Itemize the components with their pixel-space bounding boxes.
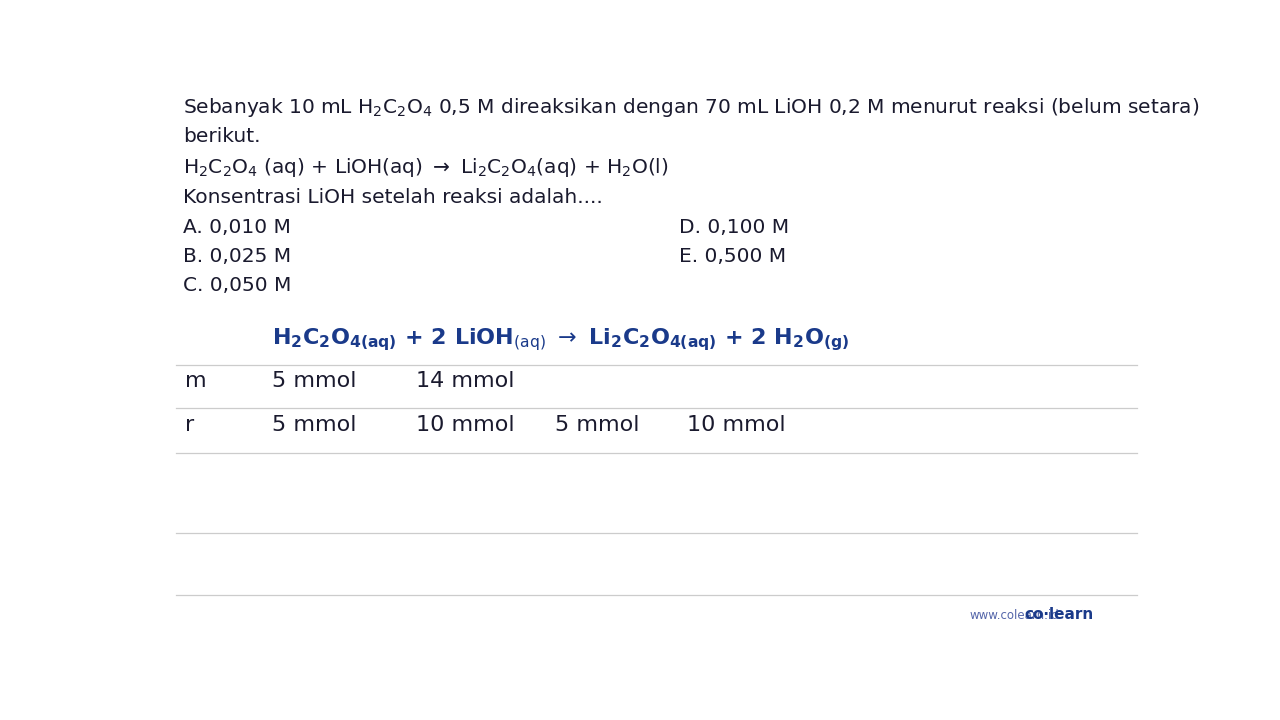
Text: D. 0,100 M: D. 0,100 M bbox=[680, 217, 790, 237]
Text: 5 mmol: 5 mmol bbox=[556, 415, 640, 436]
Text: B. 0,025 M: B. 0,025 M bbox=[183, 247, 292, 266]
Text: 5 mmol: 5 mmol bbox=[273, 371, 357, 391]
Text: r: r bbox=[184, 415, 195, 436]
Text: Konsentrasi LiOH setelah reaksi adalah....: Konsentrasi LiOH setelah reaksi adalah..… bbox=[183, 189, 603, 207]
Text: 10 mmol: 10 mmol bbox=[416, 415, 515, 436]
Text: 14 mmol: 14 mmol bbox=[416, 371, 515, 391]
Text: www.colearn.id: www.colearn.id bbox=[970, 609, 1060, 622]
Text: C. 0,050 M: C. 0,050 M bbox=[183, 276, 292, 295]
Text: A. 0,010 M: A. 0,010 M bbox=[183, 217, 291, 237]
Text: $\mathbf{H_2C_2O_{4(aq)}}$ + 2 LiOH$_{\mathrm{(aq)}}$ $\rightarrow$ $\mathbf{Li_: $\mathbf{H_2C_2O_{4(aq)}}$ + 2 LiOH$_{\m… bbox=[273, 326, 850, 353]
Text: m: m bbox=[184, 371, 206, 391]
Text: E. 0,500 M: E. 0,500 M bbox=[680, 247, 786, 266]
Text: 10 mmol: 10 mmol bbox=[687, 415, 786, 436]
Text: co·learn: co·learn bbox=[1024, 607, 1093, 622]
Text: berikut.: berikut. bbox=[183, 127, 261, 146]
Text: $\mathrm{H_2C_2O_4}$ (aq) + LiOH(aq) $\rightarrow$ $\mathrm{Li_2C_2O_4}$(aq) + $: $\mathrm{H_2C_2O_4}$ (aq) + LiOH(aq) $\r… bbox=[183, 156, 669, 179]
Text: 5 mmol: 5 mmol bbox=[273, 415, 357, 436]
Text: Sebanyak 10 mL $\mathrm{H_2C_2O_4}$ 0,5 M direaksikan dengan 70 mL LiOH 0,2 M me: Sebanyak 10 mL $\mathrm{H_2C_2O_4}$ 0,5 … bbox=[183, 96, 1199, 120]
